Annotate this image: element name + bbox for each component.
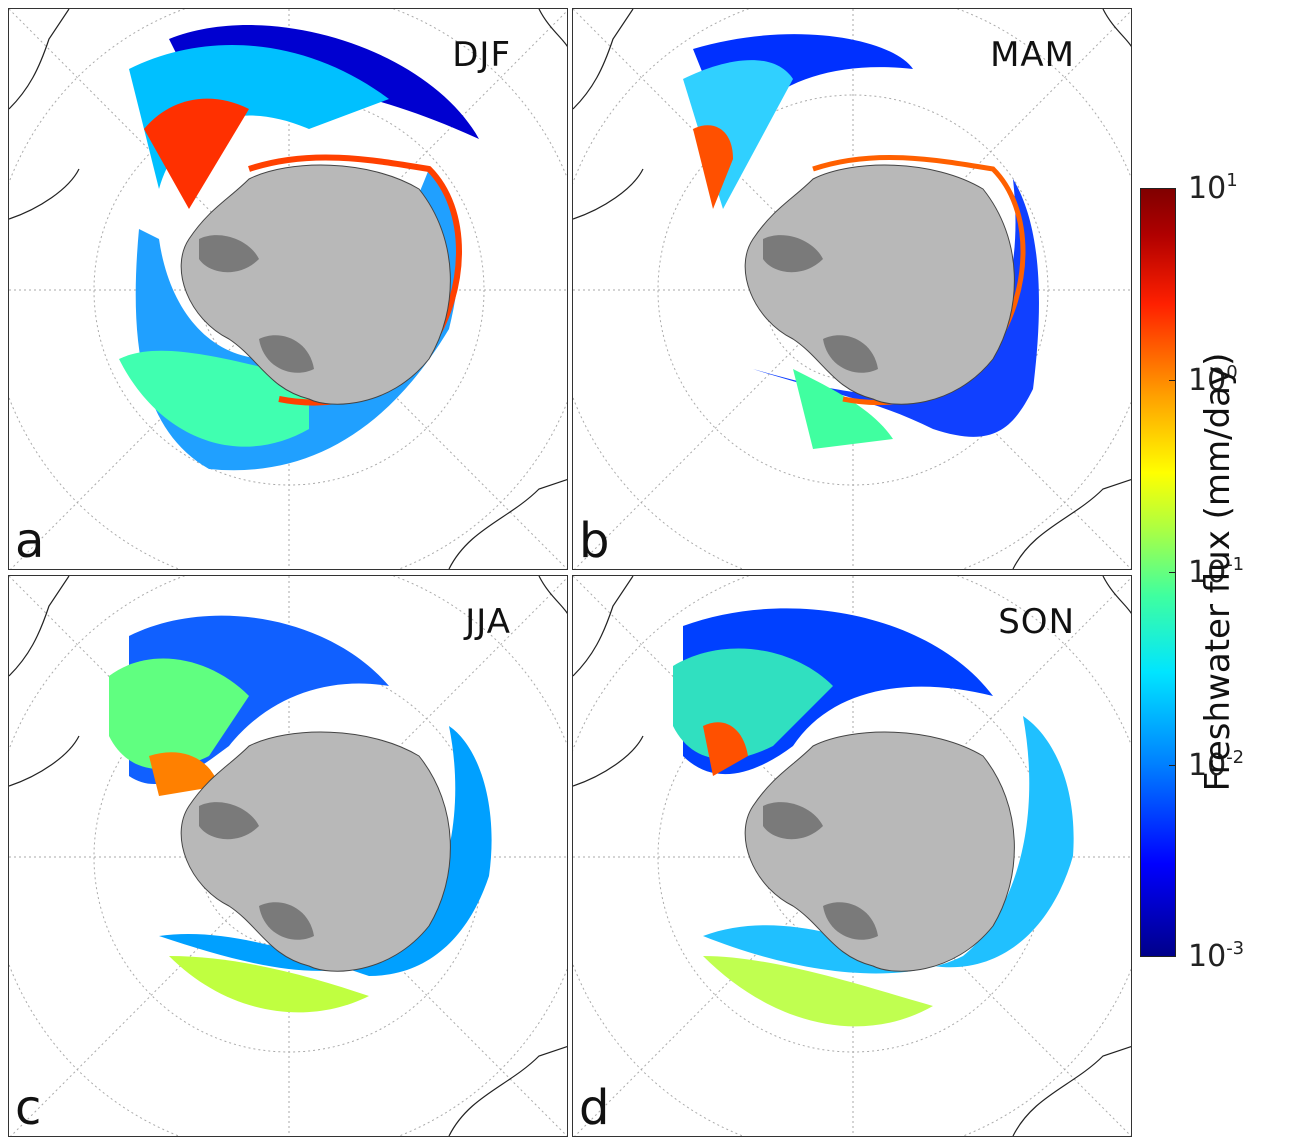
colorbar-tick-label: 10-3 [1188,938,1245,974]
antarctica [180,731,451,972]
map-b [573,9,1131,569]
colorbar-tick [1169,765,1176,766]
panel-c-jja: JJA c [8,575,568,1137]
coastlines [573,576,1131,1136]
antarctica [744,731,1015,972]
panel-d-son: SON d [572,575,1132,1137]
season-label: MAM [990,35,1075,75]
colorbar-label: Freshwater flux (mm/day) [1198,352,1238,792]
coastlines [9,576,567,1136]
colorbar-tick-label: 101 [1188,170,1238,206]
panel-a-djf: DJF a [8,8,568,570]
colorbar-tick [1169,380,1176,381]
coastlines [573,9,1131,569]
flux-field [673,608,1074,1027]
antarctica [744,164,1015,405]
colorbar-tick-label: 10-2 [1188,747,1245,783]
colorbar-tick [1169,188,1176,189]
season-label: DJF [452,35,511,75]
colorbar-tick-label: 100 [1188,362,1238,398]
coastlines [9,9,567,569]
colorbar-tick [1169,956,1176,957]
season-label: SON [998,602,1075,642]
flux-field [109,615,492,1013]
panel-letter: c [15,1080,42,1136]
antarctica [180,164,451,405]
season-label: JJA [465,602,511,642]
map-c [9,576,567,1136]
map-d [573,576,1131,1136]
panel-b-mam: MAM b [572,8,1132,570]
panel-letter: d [579,1080,610,1136]
panel-letter: b [579,513,610,569]
colorbar-tick [1169,572,1176,573]
map-a [9,9,567,569]
colorbar-tick-label: 10-1 [1188,554,1245,590]
panel-letter: a [15,513,45,569]
